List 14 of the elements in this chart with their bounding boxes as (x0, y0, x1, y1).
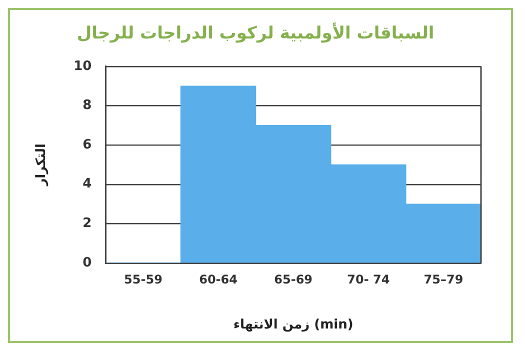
y-tick-label: 6 (82, 137, 92, 152)
y-tick-label: 2 (82, 216, 92, 232)
y-tick-label: 10 (74, 58, 92, 74)
x-tick-label: 70- 74 (347, 272, 390, 286)
chart-title: السباقات الأولمبية لركوب الدراجات للرجال (76, 22, 434, 44)
y-tick-label: 8 (82, 98, 92, 114)
x-axis-title: زمن الانتهاء (min) (233, 318, 354, 333)
x-tick-label: 75–79 (424, 272, 464, 286)
x-tick-label: 60-64 (199, 272, 238, 286)
x-tick-label: 55-59 (124, 272, 162, 286)
y-axis-title: التكرار (34, 144, 50, 187)
x-tick-label: 65-69 (274, 272, 313, 286)
y-tick-label: 4 (82, 176, 92, 192)
y-tick-label: 0 (82, 255, 92, 270)
